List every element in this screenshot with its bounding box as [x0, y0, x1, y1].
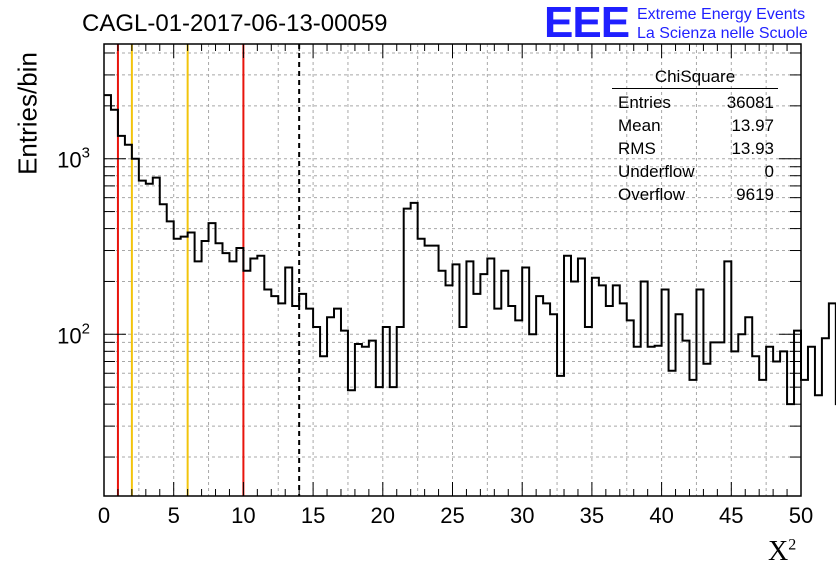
stats-row-underflow: Underflow 0: [618, 162, 774, 181]
x-tick-label: 20: [371, 503, 395, 528]
x-axis-label: X2: [768, 536, 797, 567]
stats-row-entries: Entries 36081: [618, 93, 774, 112]
x-tick-labels: 0 5 10 15 20 25 30 35 40 45 50: [98, 503, 813, 528]
stats-row-overflow: Overflow 9619: [618, 185, 774, 204]
x-tick-label: 25: [440, 503, 464, 528]
y-tick-label: 103: [57, 145, 90, 173]
x-tick-label: 5: [168, 503, 180, 528]
eee-logo: EEE: [544, 0, 630, 47]
x-tick-label: 35: [580, 503, 604, 528]
plot-frame: [103, 43, 802, 497]
logo-line-2: La Scienza nelle Scuole: [637, 25, 808, 42]
y-tick-labels: 103 102: [57, 145, 90, 349]
stats-title: ChiSquare: [612, 67, 778, 89]
y-axis-label: Entries/bin: [12, 52, 43, 175]
stats-box: ChiSquare Entries 36081 Mean 13.97 RMS 13.9…: [612, 67, 778, 206]
stats-row-mean: Mean 13.97: [618, 116, 774, 135]
x-tick-label: 45: [719, 503, 743, 528]
x-tick-label: 0: [98, 503, 110, 528]
logo-line-1: Extreme Energy Events: [637, 6, 806, 23]
chart-title: CAGL-01-2017-06-13-00059: [82, 10, 388, 37]
x-tick-label: 10: [231, 503, 255, 528]
x-tick-label: 30: [510, 503, 534, 528]
axis-ticks: [103, 44, 802, 496]
stats-row-rms: RMS 13.93: [618, 139, 774, 158]
x-tick-label: 50: [789, 503, 813, 528]
x-tick-label: 15: [301, 503, 325, 528]
y-tick-label: 102: [57, 320, 90, 348]
histogram-series: [104, 94, 836, 406]
x-tick-label: 40: [649, 503, 673, 528]
